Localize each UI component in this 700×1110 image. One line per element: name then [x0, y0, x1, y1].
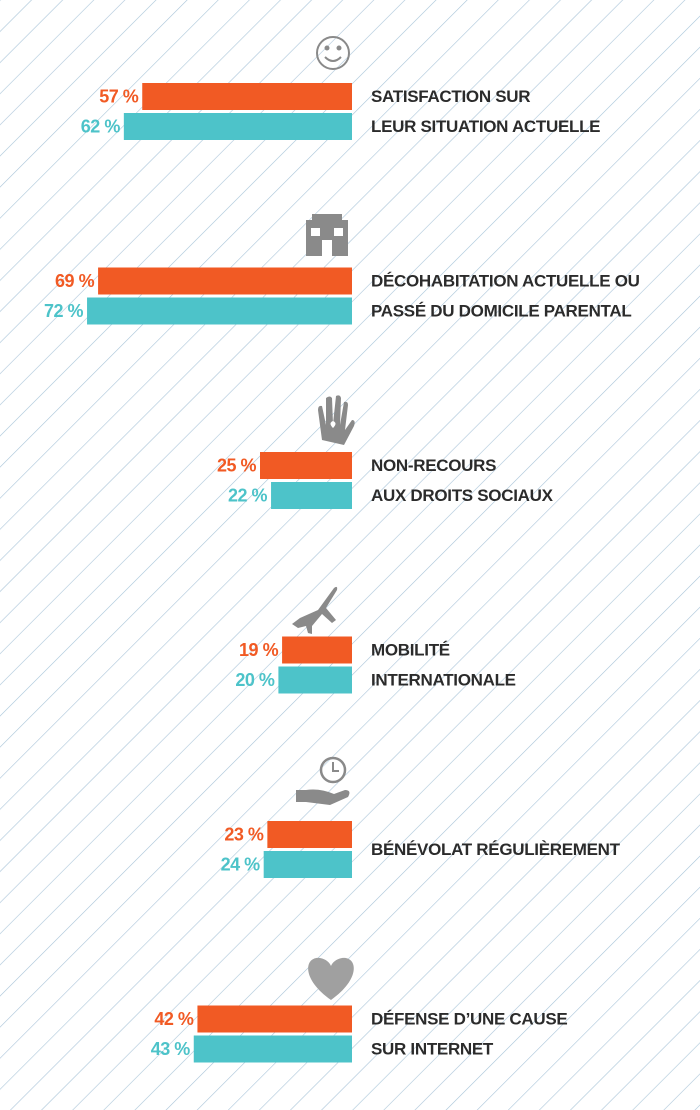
- hand-icon: [318, 395, 355, 445]
- category-label: MOBILITÉ: [371, 640, 450, 659]
- plane-icon: [292, 586, 338, 634]
- value-label: 24 %: [221, 854, 261, 874]
- bar: [98, 267, 352, 295]
- bar: [260, 452, 352, 479]
- category-label: SATISFACTION SUR: [371, 87, 530, 106]
- category-label: LEUR SITUATION ACTUELLE: [371, 117, 600, 136]
- bar: [193, 1035, 352, 1063]
- value-label: 25 %: [217, 455, 257, 475]
- bar: [123, 113, 352, 140]
- bar: [267, 821, 352, 848]
- value-label: 43 %: [151, 1039, 191, 1059]
- category-label: DÉFENSE D’UNE CAUSE: [371, 1009, 567, 1028]
- category-label: AUX DROITS SOCIAUX: [371, 486, 554, 505]
- value-label: 23 %: [224, 824, 264, 844]
- bar: [87, 297, 352, 325]
- value-label: 22 %: [228, 485, 268, 505]
- smiley-icon: [316, 36, 350, 70]
- value-label: 72 %: [44, 301, 84, 321]
- value-label: 62 %: [81, 116, 121, 136]
- category-label: NON-RECOURS: [371, 456, 496, 475]
- category-label: DÉCOHABITATION ACTUELLE OU: [371, 271, 640, 290]
- bar: [271, 482, 352, 509]
- bar: [282, 636, 352, 664]
- value-label: 69 %: [55, 271, 95, 291]
- category-label: PASSÉ DU DOMICILE PARENTAL: [371, 301, 631, 320]
- clock-hand-icon: [296, 756, 350, 805]
- category-label: SUR INTERNET: [371, 1039, 494, 1058]
- icons: [292, 36, 355, 1000]
- bar: [142, 83, 352, 110]
- value-label: 20 %: [235, 670, 275, 690]
- bar: [263, 851, 352, 878]
- category-label: INTERNATIONALE: [371, 670, 516, 689]
- value-label: 19 %: [239, 640, 279, 660]
- bar: [278, 666, 352, 694]
- category-label: BÉNÉVOLAT RÉGULIÈREMENT: [371, 840, 621, 859]
- value-label: 57 %: [99, 86, 139, 106]
- bar: [197, 1005, 352, 1033]
- building-icon: [306, 214, 348, 256]
- value-label: 42 %: [154, 1009, 194, 1029]
- handshake-heart-icon: [308, 957, 354, 1000]
